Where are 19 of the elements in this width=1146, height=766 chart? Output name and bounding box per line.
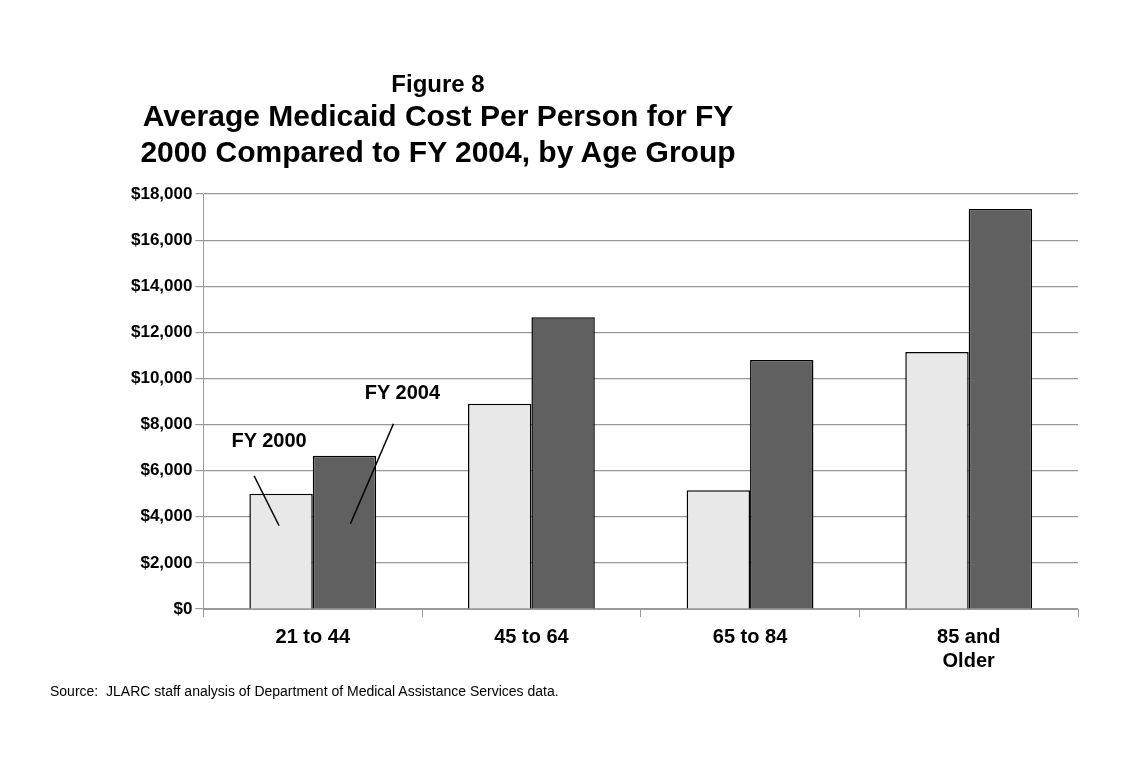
y-tick-label: $8,000 <box>140 414 193 434</box>
x-tick-label: 85 and Older <box>937 624 1001 671</box>
y-tick-label: $4,000 <box>140 506 193 526</box>
x-tick-label: 21 to 44 <box>275 624 351 647</box>
x-tick-label: 65 to 84 <box>712 624 789 647</box>
source-note: Source: JLARC staff analysis of Department of Medical Assistance Services data. <box>50 683 560 699</box>
y-tick-label: $10,000 <box>131 368 193 388</box>
y-tick-label: $18,000 <box>131 183 193 203</box>
y-tick-label: $2,000 <box>140 552 193 572</box>
y-tick-label: $14,000 <box>131 275 193 295</box>
y-tick-label: $0 <box>173 598 193 618</box>
x-tick-label: 45 to 64 <box>494 624 570 647</box>
y-tick-label: $6,000 <box>140 460 193 480</box>
chart-title: Figure 8 <box>390 70 486 98</box>
text: FY 2004 <box>364 381 441 404</box>
text: FY 2000 <box>231 429 307 452</box>
y-tick-label: $16,000 <box>131 229 193 249</box>
y-tick-label: $12,000 <box>131 322 193 342</box>
chart-subtitle: Average Medicaid Cost Per Person for FY 2000 Compared to FY 2004, by Age Group <box>139 98 737 170</box>
